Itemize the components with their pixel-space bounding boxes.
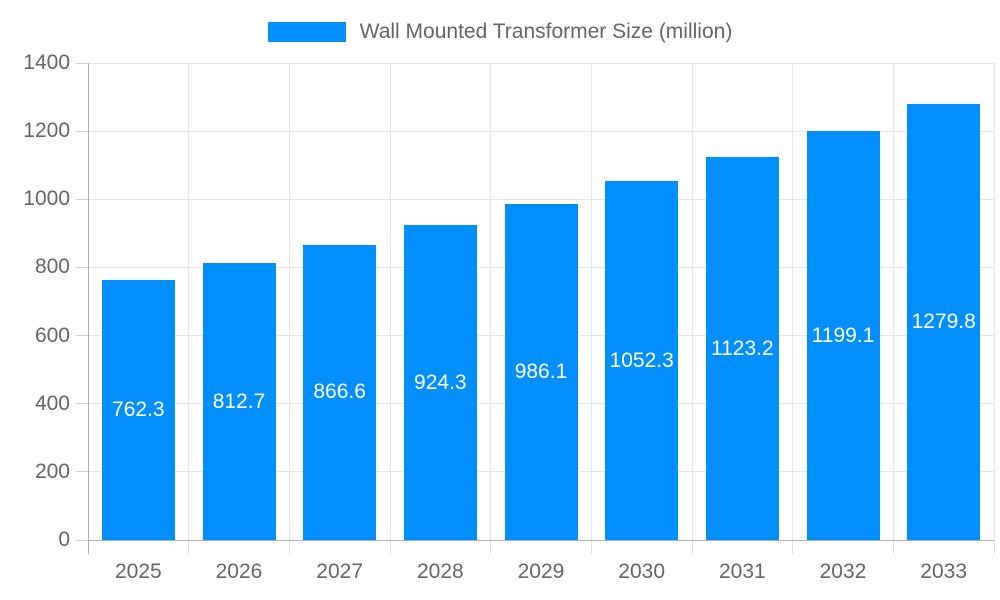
v-gridline [389,63,391,540]
y-axis-tick [76,335,88,337]
v-gridline [490,63,492,540]
y-axis-label: 800 [34,255,70,279]
y-axis-label: 1200 [23,119,70,143]
x-axis-label: 2030 [618,560,666,583]
y-axis-tick [76,471,88,473]
legend-label[interactable]: Wall Mounted Transformer Size (million) [359,20,733,43]
y-axis-tick [76,539,88,541]
x-axis-tick [389,540,391,554]
x-axis-tick [993,540,995,554]
bar[interactable] [705,157,779,540]
x-axis-label: 2025 [114,560,162,583]
bar-value-label: 866.6 [313,380,366,404]
bar-value-label: 762.3 [112,398,165,422]
x-axis-label: 2028 [416,560,464,583]
bar-value-label: 924.3 [414,370,467,394]
y-axis-tick [76,403,88,405]
x-axis-tick [792,540,794,554]
h-gridline [88,130,994,132]
bar-value-label: 986.1 [514,360,568,383]
x-axis-label: 2032 [819,560,867,583]
bar[interactable] [403,225,477,540]
y-axis-tick [76,62,88,64]
y-axis-tick [76,130,88,132]
v-gridline [792,63,794,540]
v-gridline [892,63,894,540]
x-axis-label: 2027 [316,560,364,583]
x-axis-tick [590,540,592,554]
x-axis-line [88,540,994,541]
v-gridline [188,63,190,540]
y-axis-tick [76,198,88,200]
v-gridline [590,63,592,540]
y-axis-line [88,63,89,554]
y-axis-label: 1400 [23,51,70,74]
x-axis-label: 2033 [920,560,968,583]
x-axis-tick [892,540,894,554]
h-gridline [88,198,994,200]
x-axis-label: 2026 [215,560,263,583]
y-axis-label: 400 [34,391,70,415]
bar[interactable] [202,263,276,540]
bar[interactable] [504,204,578,540]
bar-value-label: 812.7 [212,389,266,413]
y-axis-label: 1000 [23,187,70,211]
y-axis-tick [76,266,88,268]
bar-value-label: 1279.8 [911,309,976,333]
y-axis-label: 200 [34,459,70,483]
x-axis-tick [691,540,693,554]
bar[interactable] [806,131,880,540]
legend[interactable]: Wall Mounted Transformer Size (million) [0,18,1000,46]
bar-value-label: 1199.1 [811,323,875,347]
h-gridline [88,62,994,64]
v-gridline [691,63,693,540]
bar[interactable] [605,181,679,540]
bar-value-label: 1123.2 [710,336,774,360]
bar[interactable] [101,280,175,540]
v-gridline [288,63,290,540]
x-axis-label: 2029 [517,560,565,583]
legend-swatch[interactable] [267,22,346,42]
x-axis-tick [490,540,492,554]
bar[interactable] [907,103,981,540]
bar-value-label: 1052.3 [609,348,674,372]
bar[interactable] [303,244,377,540]
x-axis-tick [288,540,290,554]
x-axis-tick [188,540,190,554]
y-axis-label: 600 [34,323,70,347]
x-axis-label: 2031 [718,560,766,583]
v-gridline [993,63,995,540]
y-axis-label: 0 [58,528,70,551]
